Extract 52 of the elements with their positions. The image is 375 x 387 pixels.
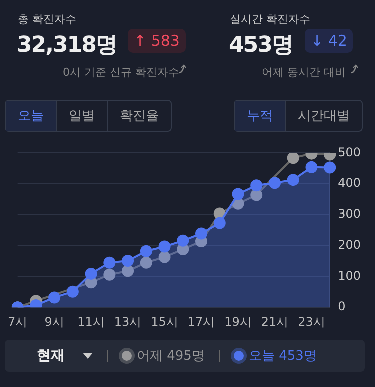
x-tick-label: 11시 [78, 314, 105, 329]
point [177, 234, 190, 247]
y-tick-label: 0 [338, 300, 346, 314]
text: 총 확진자수 [18, 12, 76, 27]
point [268, 177, 281, 190]
point [324, 162, 336, 174]
x-tick-label: 13시 [114, 314, 142, 329]
point [140, 256, 152, 269]
text: 누적 [235, 101, 285, 131]
x-tick-label: 19시 [224, 314, 252, 329]
text: 실시간 확진자수 [230, 12, 310, 27]
y-tick-label: 500 [338, 145, 361, 160]
text: 32,318명 [17, 32, 117, 60]
point [104, 268, 116, 281]
x-tick-label: 15시 [151, 314, 178, 329]
text: 453명 [229, 32, 293, 60]
text: 확진율 [107, 101, 171, 131]
text: 현재 [37, 347, 65, 365]
point [48, 292, 61, 304]
point [140, 245, 152, 258]
point [287, 153, 300, 164]
point [104, 256, 116, 269]
legend-label: 어제 495명 [136, 348, 205, 365]
text: ↓ 42 [305, 29, 354, 53]
point [85, 268, 98, 280]
point [232, 188, 244, 200]
point [306, 161, 318, 174]
point [122, 254, 134, 267]
y-tick-label: 200 [338, 238, 361, 252]
point [196, 228, 208, 240]
point [158, 240, 171, 253]
point [158, 251, 171, 264]
text: 오늘 [6, 101, 56, 131]
legend-label: 오늘 453명 [248, 348, 317, 365]
text: 0시 기준 신규 확진자수 [63, 65, 180, 80]
x-tick-label: 23시 [298, 314, 326, 329]
point [66, 286, 79, 298]
point [214, 217, 226, 230]
text: 어제 동시간 대비 [262, 65, 346, 80]
y-tick-label: 300 [338, 207, 361, 222]
x-tick-label: 17시 [188, 314, 216, 329]
text: 시간대별 [285, 101, 362, 131]
point [250, 180, 263, 192]
x-tick-label: 7시 [8, 314, 28, 329]
y-tick-label: 400 [338, 176, 361, 190]
text: 일별 [56, 101, 107, 131]
point [287, 174, 300, 186]
y-tick-label: 100 [338, 268, 361, 283]
x-tick-label: 9시 [44, 314, 64, 329]
text: ↑ 583 [128, 29, 186, 53]
x-tick-label: 21시 [261, 314, 289, 329]
point [122, 265, 134, 278]
